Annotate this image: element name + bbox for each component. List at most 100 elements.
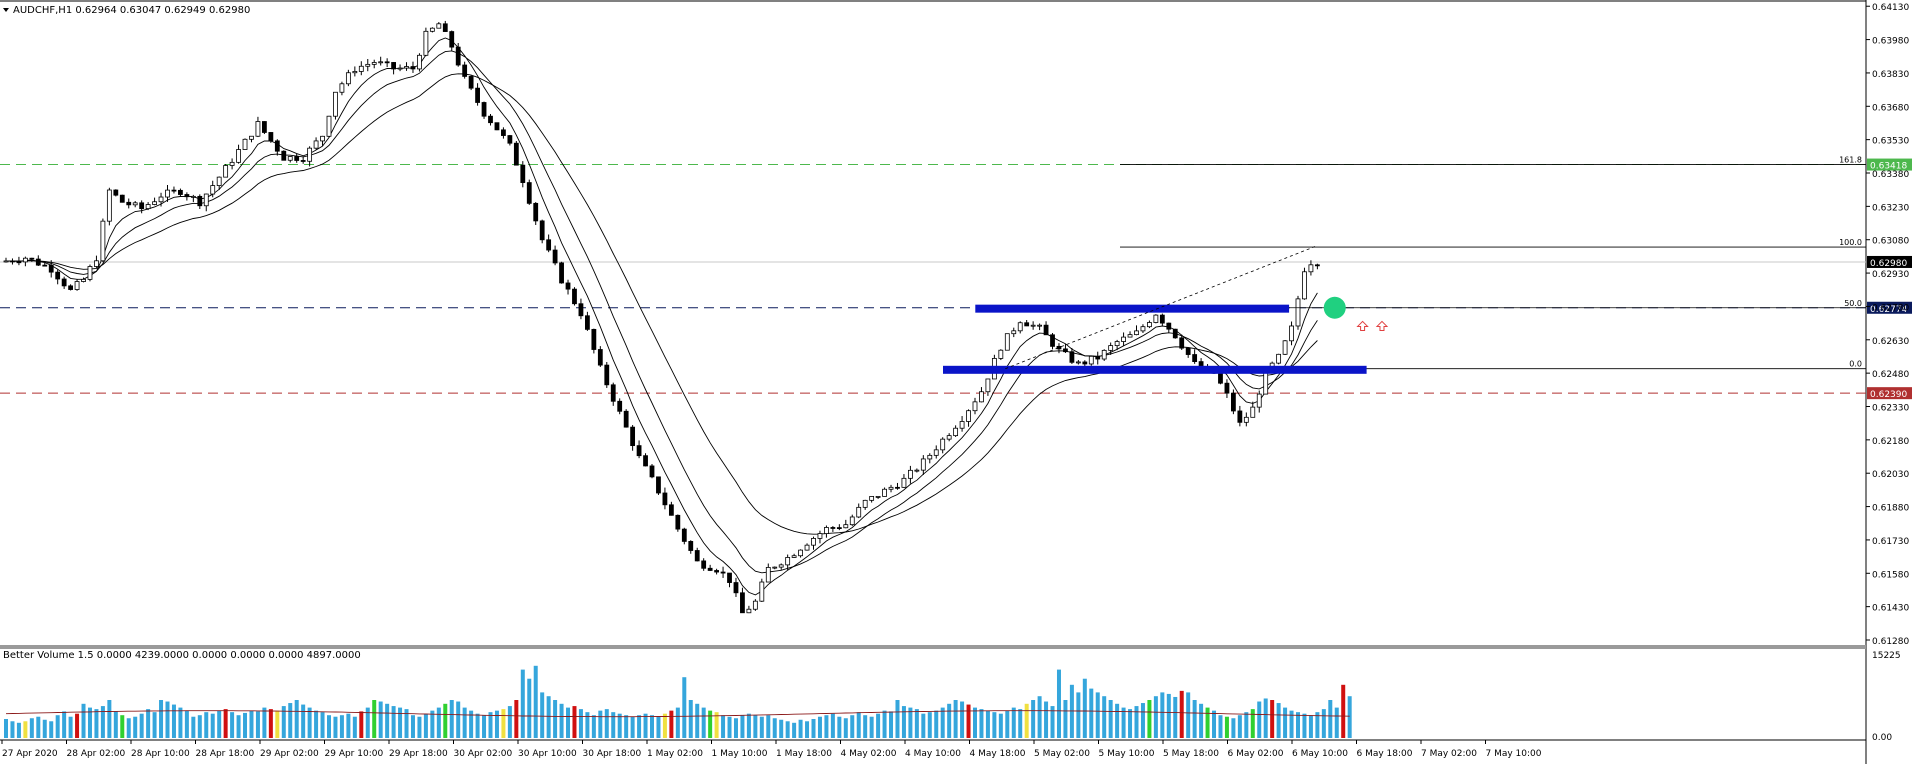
candle-body [10, 260, 15, 263]
candle-body [158, 196, 164, 203]
candle-body [617, 400, 623, 412]
analysis-overlays: 161.8 100.0 50.0 0.0 [943, 156, 1866, 374]
volume-bar [16, 722, 21, 738]
candle-body [507, 135, 513, 144]
candle [1114, 339, 1120, 351]
candle [261, 121, 267, 135]
candle-body [733, 582, 739, 594]
volume-bar [979, 709, 984, 738]
volume-bar [346, 713, 351, 738]
volume-bar [1115, 703, 1120, 738]
volume-bar [49, 721, 54, 738]
candle-body [35, 258, 41, 266]
candle [953, 425, 959, 437]
candle [339, 81, 345, 96]
candle-body [55, 271, 61, 280]
candle [384, 58, 390, 68]
candle-body [145, 204, 151, 210]
candle [585, 311, 590, 331]
candle [1030, 321, 1036, 330]
volume-bar [1056, 669, 1061, 738]
volume-bar [1018, 709, 1023, 738]
candle-body [1069, 351, 1075, 363]
candle [882, 487, 887, 497]
volume-bar [107, 700, 112, 738]
candle [210, 180, 216, 198]
candle [87, 264, 93, 282]
candle [300, 156, 306, 164]
candle-body [1043, 324, 1049, 336]
volume-bar [779, 719, 784, 738]
volume-bar [637, 715, 642, 738]
candle [533, 202, 539, 225]
candle-body [804, 544, 810, 551]
volume-bar [850, 715, 855, 738]
candle [1101, 349, 1107, 361]
candle-body [1056, 345, 1062, 350]
candle [1192, 349, 1198, 364]
time-tick-label: 30 Apr 18:00 [583, 749, 642, 759]
volume-bar [159, 700, 164, 738]
candle-body [210, 185, 216, 195]
candle-body [578, 303, 584, 317]
time-tick-label: 28 Apr 10:00 [131, 749, 190, 759]
candle-body [1075, 361, 1081, 364]
candle-body [1095, 355, 1101, 360]
volume-bar [1024, 703, 1029, 738]
volume-bar [1005, 710, 1010, 738]
time-tick-label: 6 May 02:00 [1228, 749, 1284, 759]
volume-bar [973, 707, 977, 738]
volume-bar [1263, 698, 1268, 738]
time-tick-label: 5 May 02:00 [1034, 749, 1090, 759]
volume-bar [1244, 712, 1249, 738]
volume-bar [921, 713, 926, 738]
candle [1024, 319, 1030, 327]
volume-bar [546, 696, 551, 738]
candle [798, 549, 803, 558]
candle-body [488, 115, 493, 124]
candle-body [688, 541, 694, 551]
candle [908, 465, 913, 484]
candle-body [933, 449, 939, 456]
candle [190, 194, 196, 203]
candle [888, 484, 894, 493]
volume-bar [36, 716, 41, 738]
candle-body [87, 266, 93, 280]
candle [1134, 325, 1139, 336]
candle-body [139, 202, 145, 210]
candle-body [656, 476, 661, 494]
volume-bar [165, 701, 170, 738]
volume-bar [55, 715, 60, 738]
candle-body [791, 555, 797, 558]
candle [1153, 314, 1159, 324]
candle-body [1024, 322, 1030, 327]
candle [1069, 347, 1075, 364]
candle [552, 245, 558, 266]
volume-bar [10, 721, 15, 738]
candle [714, 568, 719, 575]
volume-bar [320, 712, 325, 738]
volume-bar [759, 716, 764, 738]
candle [1043, 321, 1049, 336]
candle-body [972, 401, 978, 412]
candle-body [268, 132, 274, 142]
volume-bar [436, 707, 441, 738]
candle [985, 378, 991, 396]
volume-bar [527, 678, 532, 738]
volume-bar [191, 716, 196, 738]
candle [61, 276, 67, 289]
candle-body [481, 102, 487, 117]
volume-bar [540, 692, 545, 738]
candle-body [591, 328, 597, 350]
candle-body [352, 71, 358, 74]
candle [1308, 260, 1314, 276]
fibonacci-level-label: 50.0 [1844, 299, 1862, 308]
candle [1121, 332, 1126, 346]
candle [623, 409, 629, 428]
candle [488, 113, 493, 126]
chevron-down-icon[interactable] [3, 8, 9, 12]
volume-bar [1140, 703, 1145, 738]
candle-body [901, 477, 907, 488]
candle-body [42, 264, 48, 267]
volume-histogram [4, 665, 1352, 738]
